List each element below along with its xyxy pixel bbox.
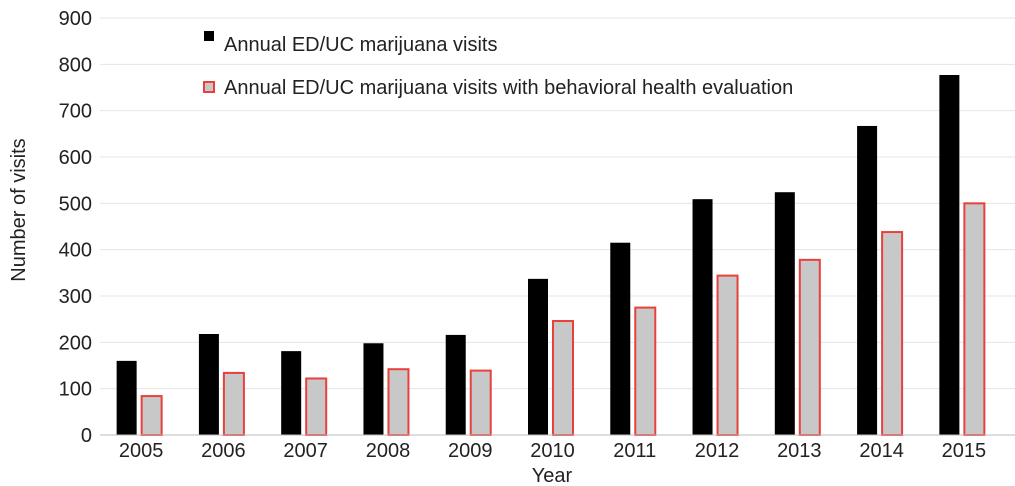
x-tick-label: 2010 — [530, 440, 575, 462]
x-axis-title: Year — [532, 465, 573, 486]
x-axis-ticks: 2005 2006 2007 2008 2009 2010 2011 2012 2013 2014… — [119, 440, 986, 462]
y-tick-label: 700 — [59, 101, 92, 123]
bar-series-1 — [198, 333, 219, 435]
x-tick-label: 2008 — [366, 440, 411, 462]
bar-series-2 — [798, 258, 821, 436]
y-tick-label: 500 — [59, 193, 92, 215]
x-tick-label: 2009 — [448, 440, 493, 462]
bar-series-2 — [305, 377, 328, 436]
bar-series-2 — [716, 274, 739, 437]
legend-label-series-1: Annual ED/UC marijuana visits — [224, 34, 497, 56]
y-tick-label: 200 — [59, 332, 92, 354]
bar-series-1 — [363, 343, 384, 435]
bar-series-1 — [610, 242, 631, 435]
bar-series-2 — [140, 395, 163, 436]
bar-series-1 — [116, 360, 137, 435]
x-tick-label: 2006 — [201, 440, 246, 462]
bar-series-1 — [528, 278, 548, 435]
bar-series-2 — [634, 306, 657, 437]
y-tick-label: 600 — [59, 147, 92, 169]
bar-series-2 — [881, 231, 904, 436]
bar-series-2 — [387, 368, 410, 436]
bar-series-1 — [857, 125, 878, 435]
y-tick-label: 300 — [59, 286, 92, 308]
bars — [116, 74, 986, 437]
bar-series-1 — [774, 192, 795, 435]
x-tick-label: 2011 — [613, 440, 656, 462]
bar-series-2 — [963, 202, 986, 436]
bar-series-2 — [222, 371, 245, 436]
x-tick-label: 2013 — [777, 440, 822, 462]
y-tick-label: 900 — [59, 8, 92, 30]
x-tick-label: 2015 — [942, 440, 987, 462]
bar-series-1 — [445, 334, 466, 435]
x-tick-label: 2012 — [695, 440, 740, 462]
bar-series-2 — [469, 369, 492, 437]
legend-swatch-series-2 — [203, 81, 215, 93]
x-tick-label: 2007 — [283, 440, 328, 462]
y-axis-title: Number of visits — [8, 138, 30, 281]
x-tick-label: 2005 — [119, 440, 164, 462]
bar-series-1 — [692, 199, 713, 435]
y-tick-label: 100 — [59, 379, 92, 401]
y-tick-label: 400 — [59, 240, 92, 262]
y-axis-ticks: 0 100 200 300 400 500 600 700 800 900 — [59, 8, 92, 447]
bar-series-1 — [281, 351, 302, 435]
legend-label-series-2: Annual ED/UC marijuana visits with behav… — [224, 77, 793, 99]
y-tick-label: 800 — [59, 54, 92, 76]
bar-series-1 — [939, 74, 960, 436]
legend: Annual ED/UC marijuana visits Annual ED/… — [203, 31, 793, 99]
bar-series-2 — [552, 320, 574, 436]
gridlines — [100, 17, 1015, 390]
x-tick-label: 2014 — [859, 440, 904, 462]
y-tick-label: 0 — [81, 425, 92, 447]
legend-swatch-series-1 — [204, 31, 214, 41]
